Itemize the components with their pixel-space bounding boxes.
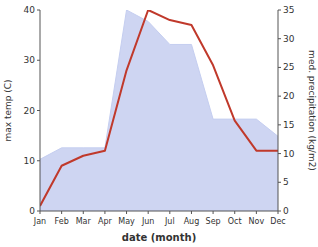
x-tick — [191, 211, 192, 214]
y2-tick-label: 30 — [283, 34, 295, 44]
y-tick-label: 20 — [24, 106, 36, 116]
x-axis — [40, 211, 278, 212]
y2-tick-label: 35 — [283, 5, 294, 15]
y-label: max temp (C) — [3, 79, 13, 141]
y2-tick-label: 10 — [283, 149, 295, 159]
x-tick-label: Feb — [55, 217, 69, 226]
x-tick — [40, 211, 41, 214]
y-tick-label: 10 — [24, 156, 36, 166]
y-tick — [37, 160, 40, 161]
x-tick-label: Nov — [249, 217, 265, 226]
y2-tick — [278, 67, 281, 68]
chart: 0 10 20 30 40 0 5 10 15 20 25 30 35 Jan Feb Mar Apr May Ju… — [0, 0, 318, 247]
y2-tick — [278, 153, 281, 154]
y2-tick-label: 0 — [283, 206, 289, 216]
x-tick — [256, 211, 257, 214]
x-tick — [61, 211, 62, 214]
x-tick-label: Jul — [164, 217, 175, 226]
x-tick — [126, 211, 127, 214]
x-tick — [83, 211, 84, 214]
y-tick — [37, 10, 40, 11]
x-tick — [213, 211, 214, 214]
x-tick — [234, 211, 235, 214]
y2-axis — [278, 10, 279, 211]
y-tick-label: 30 — [24, 55, 36, 65]
x-tick-label: Apr — [98, 217, 113, 226]
plot-area — [40, 10, 278, 211]
y2-tick — [278, 10, 281, 11]
y2-tick — [278, 38, 281, 39]
y2-tick-label: 20 — [283, 91, 295, 101]
x-tick-label: Dec — [270, 217, 285, 226]
temperature-line — [40, 10, 278, 206]
x-tick-label: Aug — [184, 217, 200, 226]
y2-tick — [278, 96, 281, 97]
y2-tick-label: 25 — [283, 62, 294, 72]
y2-label: med. precipitation (kg/m2) — [307, 50, 317, 171]
x-tick — [104, 211, 105, 214]
y-tick — [37, 110, 40, 111]
y-tick-label: 40 — [24, 5, 36, 15]
y2-tick-label: 5 — [283, 177, 289, 187]
x-tick-label: Jan — [33, 217, 46, 226]
x-tick-label: May — [118, 217, 135, 226]
y2-tick — [278, 124, 281, 125]
y2-tick — [278, 182, 281, 183]
y-tick-label: 0 — [29, 206, 35, 216]
x-label: date (month) — [122, 232, 196, 243]
y-tick — [37, 60, 40, 61]
x-tick-label: Sep — [206, 217, 221, 226]
x-tick — [278, 211, 279, 214]
x-tick — [169, 211, 170, 214]
y2-tick-label: 15 — [283, 120, 294, 130]
x-tick-label: Oct — [228, 217, 242, 226]
x-tick — [148, 211, 149, 214]
x-tick-label: Jun — [141, 217, 155, 226]
precipitation-area — [40, 10, 278, 211]
x-tick-label: Mar — [76, 217, 92, 226]
